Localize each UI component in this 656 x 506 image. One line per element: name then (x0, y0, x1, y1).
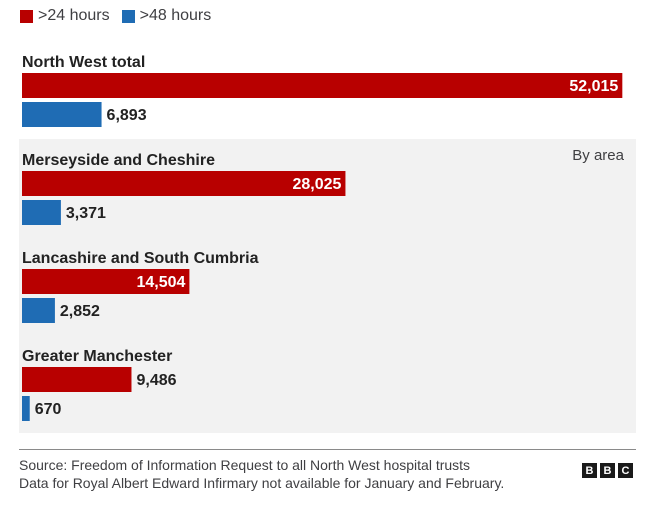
bar-chart: By area North West total 52,015 6,893 Mersey… (19, 54, 636, 433)
legend-label-48-hours: >48 hours (139, 7, 212, 24)
bar-48-hours-north-west-total (22, 102, 102, 127)
value-label-48-hours-lancashire-and-south-cumbria: 2,852 (60, 303, 100, 320)
bbc-logo-block: C (618, 463, 633, 478)
source-note: Source: Freedom of Information Request t… (19, 456, 504, 492)
category-label-north-west-total: North West total (22, 54, 145, 71)
legend-swatch-24-hours (20, 9, 33, 23)
data-note-line: Data for Royal Albert Edward Infirmary n… (19, 475, 505, 491)
value-label-48-hours-north-west-total: 6,893 (107, 107, 147, 124)
value-label-24-hours-north-west-total: 52,015 (569, 78, 618, 95)
bbc-logo: B B C (582, 463, 633, 478)
value-label-48-hours-merseyside-and-cheshire: 3,371 (66, 205, 106, 222)
category-label-merseyside-and-cheshire: Merseyside and Cheshire (22, 152, 215, 169)
bar-24-hours-merseyside-and-cheshire (22, 171, 346, 196)
bar-48-hours-greater-manchester (22, 396, 30, 421)
bar-48-hours-merseyside-and-cheshire (22, 200, 61, 225)
bar-24-hours-lancashire-and-south-cumbria (22, 269, 190, 294)
legend-swatch-48-hours (121, 9, 135, 23)
panel-label: By area (572, 147, 624, 164)
legend-item-48-hours: >48 hours (121, 7, 212, 25)
footer-divider (19, 449, 636, 450)
bbc-logo-block: B (582, 463, 597, 478)
value-label-48-hours-greater-manchester: 670 (35, 401, 62, 418)
bar-24-hours-greater-manchester (22, 367, 132, 392)
source-line: Source: Freedom of Information Request t… (19, 457, 471, 473)
legend-item-24-hours: >24 hours (20, 7, 110, 25)
chart-legend: >24 hours >48 hours (20, 6, 223, 26)
value-label-24-hours-merseyside-and-cheshire: 28,025 (293, 176, 342, 193)
category-label-lancashire-and-south-cumbria: Lancashire and South Cumbria (22, 250, 259, 267)
bar-24-hours-north-west-total (22, 73, 623, 98)
value-label-24-hours-lancashire-and-south-cumbria: 14,504 (136, 274, 185, 291)
value-label-24-hours-greater-manchester: 9,486 (136, 372, 176, 389)
legend-label-24-hours: >24 hours (38, 7, 110, 24)
category-label-greater-manchester: Greater Manchester (22, 348, 172, 365)
bar-48-hours-lancashire-and-south-cumbria (22, 298, 55, 323)
bbc-logo-block: B (600, 463, 615, 478)
